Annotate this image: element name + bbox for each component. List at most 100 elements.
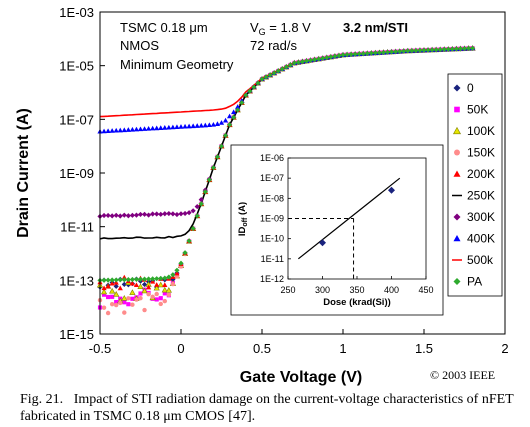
annotation-vg: VG = 1.8 V xyxy=(250,20,311,37)
y-axis-label: Drain Current (A) xyxy=(15,108,32,238)
data-point xyxy=(125,213,131,219)
data-point xyxy=(251,84,257,90)
data-point xyxy=(178,260,184,266)
y-tick-label: 1E-05 xyxy=(59,59,94,74)
data-point xyxy=(121,212,127,218)
data-point xyxy=(429,47,435,53)
data-point xyxy=(170,276,176,283)
inset-y-tick-label: 1E-12 xyxy=(260,274,284,284)
data-point xyxy=(222,117,229,123)
data-point xyxy=(129,289,136,295)
data-point xyxy=(146,212,152,218)
data-point xyxy=(206,122,212,128)
data-point xyxy=(368,50,374,56)
data-point xyxy=(158,275,164,282)
series-pa xyxy=(97,45,476,283)
data-point xyxy=(113,283,119,289)
data-point xyxy=(283,64,289,70)
data-point xyxy=(153,284,160,291)
data-point xyxy=(190,123,196,129)
data-point xyxy=(182,123,188,129)
data-point xyxy=(360,51,366,57)
data-point xyxy=(320,55,326,61)
legend-swatch xyxy=(453,213,461,221)
legend-label: 200K xyxy=(467,167,495,181)
data-point xyxy=(453,46,459,52)
annotation-oxide: 3.2 nm/STI xyxy=(343,20,408,35)
data-point xyxy=(133,212,140,218)
inset-y-tick-labels: 1E-12 1E-11 1E-10 1E-09 1E-08 1E-07 1E-06 xyxy=(260,153,284,284)
data-point xyxy=(122,310,127,315)
legend-swatch xyxy=(452,126,462,135)
y-tick-labels: 1E-15 1E-13 1E-11 1E-09 1E-07 1E-05 1E-03 xyxy=(59,5,94,342)
data-point xyxy=(194,123,200,128)
data-point xyxy=(393,49,399,55)
annotation-device: NMOS xyxy=(120,38,159,53)
data-point xyxy=(457,46,464,52)
inset-data-point xyxy=(319,239,326,247)
data-point xyxy=(150,294,155,299)
annotation-vg-symbol: V xyxy=(250,20,259,35)
data-point xyxy=(186,123,192,129)
data-point xyxy=(174,211,180,218)
data-point xyxy=(417,47,423,54)
data-point xyxy=(186,238,192,244)
inset-y-axis-label-unit: (A) xyxy=(237,202,248,218)
x-tick-label: 2 xyxy=(501,341,508,356)
copyright-notice: © 2003 IEEE xyxy=(430,368,496,382)
data-point xyxy=(133,126,140,132)
data-point xyxy=(170,211,176,217)
legend-swatch xyxy=(453,84,461,92)
data-point xyxy=(113,291,120,297)
data-point xyxy=(158,296,163,301)
inset-y-tick-label: 1E-07 xyxy=(260,173,284,183)
data-point xyxy=(465,45,472,51)
data-point xyxy=(409,48,415,54)
legend-label: 500k xyxy=(467,253,494,267)
data-point xyxy=(259,76,265,82)
data-point xyxy=(154,291,159,297)
data-point xyxy=(117,277,123,283)
data-point xyxy=(348,51,354,58)
data-point xyxy=(263,74,269,80)
data-point xyxy=(178,124,184,129)
data-point xyxy=(433,47,439,53)
data-point xyxy=(174,124,180,130)
data-point xyxy=(106,294,111,300)
data-point xyxy=(133,282,140,288)
data-point xyxy=(158,211,164,217)
data-point xyxy=(105,310,111,316)
data-point xyxy=(113,127,119,133)
x-tick-label: 0 xyxy=(177,341,184,356)
data-point xyxy=(134,297,139,302)
data-point xyxy=(105,283,111,289)
annotation-dose-rate: 72 rad/s xyxy=(250,38,297,53)
data-point xyxy=(121,127,127,133)
inset-y-tick-label: 1E-09 xyxy=(260,214,284,224)
main-chart: 1E-15 1E-13 1E-11 1E-09 1E-07 1E-05 1E-03 -0.5… xyxy=(15,5,509,386)
data-point xyxy=(117,285,123,291)
data-point xyxy=(166,274,172,280)
data-point xyxy=(137,211,144,218)
data-point xyxy=(461,45,468,52)
data-point xyxy=(109,287,116,294)
inset-y-tick-label: 1E-11 xyxy=(261,254,284,264)
data-point xyxy=(449,46,455,52)
data-point xyxy=(206,177,212,183)
data-point xyxy=(101,292,107,297)
data-point xyxy=(421,47,427,53)
data-point xyxy=(125,277,131,283)
annotation-process: TSMC 0.18 μm xyxy=(120,20,208,35)
data-point xyxy=(162,211,168,217)
data-point xyxy=(202,122,208,128)
legend-label: 400K xyxy=(467,232,495,246)
data-point xyxy=(126,296,131,301)
data-point xyxy=(101,285,107,291)
inset-x-tick-label: 350 xyxy=(349,285,364,295)
inset-fit-line xyxy=(297,177,401,260)
data-point xyxy=(239,99,245,106)
data-point xyxy=(105,128,111,134)
data-point xyxy=(146,284,152,290)
inset-x-tick-label: 450 xyxy=(418,285,433,295)
